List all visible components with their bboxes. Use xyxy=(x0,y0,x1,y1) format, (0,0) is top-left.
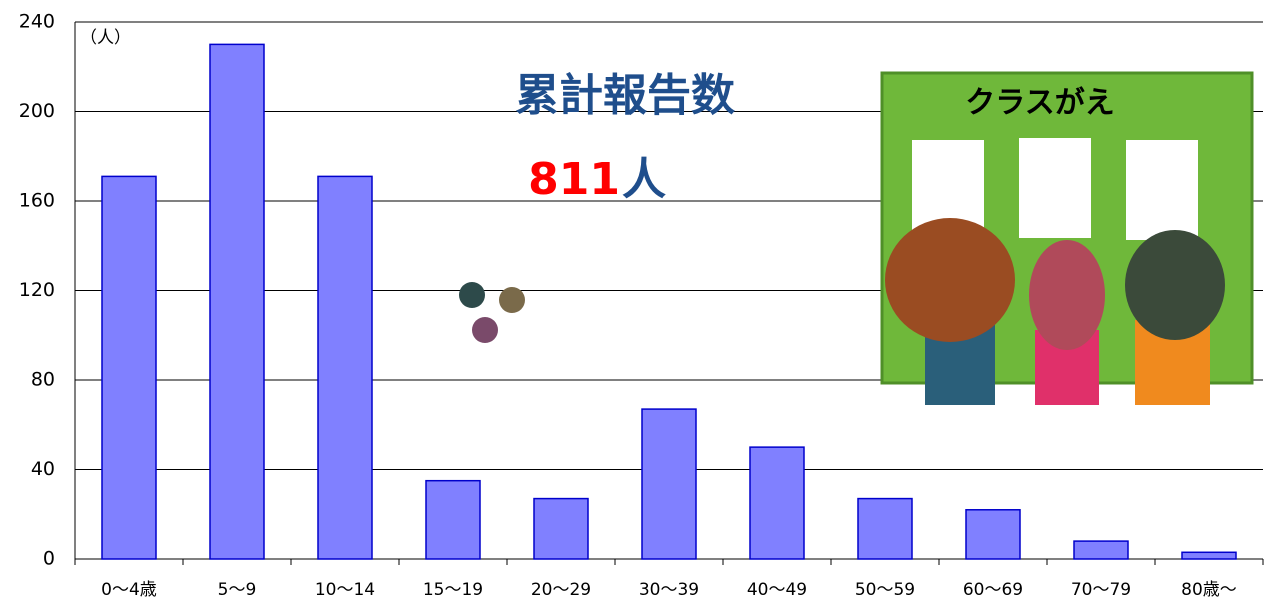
y-tick-label: 120 xyxy=(19,279,55,301)
unit-label: （人） xyxy=(80,28,131,48)
paper xyxy=(1126,140,1198,240)
paper xyxy=(1019,138,1091,238)
y-tick-label: 240 xyxy=(19,11,55,33)
bar xyxy=(534,499,588,559)
x-tick-label: 0～4歳 xyxy=(101,580,157,600)
x-tick-label: 15～19 xyxy=(423,580,483,600)
bar xyxy=(210,44,264,559)
bar xyxy=(858,499,912,559)
person-head xyxy=(885,218,1015,342)
illustration: クラスがえ xyxy=(459,73,1252,405)
virus xyxy=(459,282,485,308)
bar xyxy=(426,481,480,559)
y-tick-label: 80 xyxy=(31,369,55,391)
person-head xyxy=(1029,240,1105,350)
x-tick-label: 5～9 xyxy=(218,580,257,600)
x-tick-label: 20～29 xyxy=(531,580,591,600)
virus xyxy=(499,287,525,313)
bar xyxy=(318,176,372,559)
virus xyxy=(472,317,498,343)
bar xyxy=(642,409,696,559)
bar xyxy=(966,510,1020,559)
bar xyxy=(750,447,804,559)
x-tick-label: 40～49 xyxy=(747,580,807,600)
x-tick-label: 80歳～ xyxy=(1181,580,1237,600)
bar xyxy=(1074,541,1128,559)
page: {"chart_data": {"type": "bar", "categori… xyxy=(0,0,1280,601)
person-head xyxy=(1125,230,1225,340)
annotation: 累計報告数 xyxy=(515,70,735,121)
y-tick-label: 200 xyxy=(19,100,55,122)
x-tick-label: 50～59 xyxy=(855,580,915,600)
x-tick-label: 10～14 xyxy=(315,580,375,600)
chart: （人） 0 40 80 120 160 200 240 0～4歳 5～9 10～14 15～19 20… xyxy=(0,0,1280,601)
y-tick-label: 40 xyxy=(31,458,55,480)
annotation: 人 xyxy=(622,154,666,205)
x-tick-label: 60～69 xyxy=(963,580,1023,600)
board-text: クラスがえ xyxy=(965,86,1114,121)
annotation: 811 xyxy=(528,154,620,205)
x-tick-label: 30～39 xyxy=(639,580,699,600)
y-tick-label: 160 xyxy=(19,190,55,212)
y-tick-label: 0 xyxy=(43,548,55,570)
bar xyxy=(1182,552,1236,559)
x-tick-label: 70～79 xyxy=(1071,580,1131,600)
bar xyxy=(102,176,156,559)
